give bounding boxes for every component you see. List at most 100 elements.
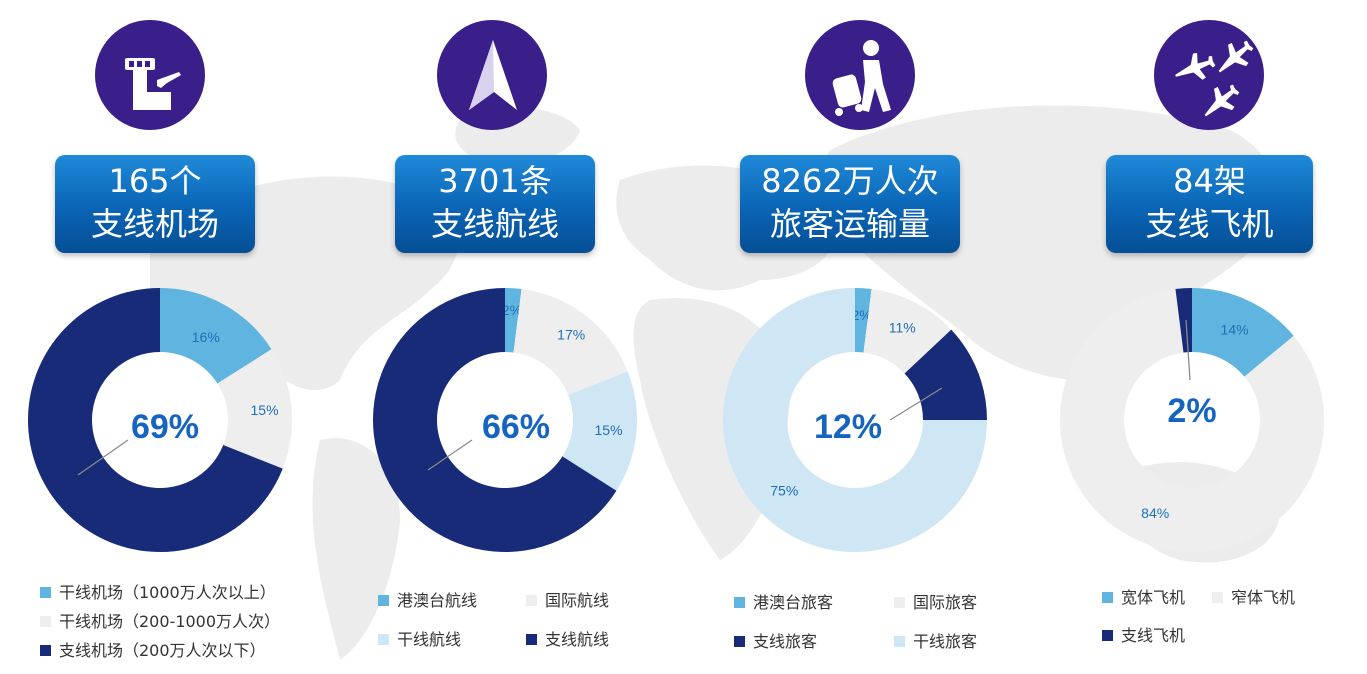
- stat-label: 支线机场: [90, 205, 219, 243]
- donut-slice: [723, 288, 987, 552]
- donut-slice: [855, 288, 872, 353]
- donut-slice: [513, 289, 628, 395]
- leader-line: [1185, 319, 1191, 381]
- legend-item: 宽体飞机: [1102, 587, 1185, 609]
- legend-label: 支线飞机: [1121, 626, 1186, 645]
- legend-item: 干线航线: [378, 629, 461, 651]
- airplanes-icon: [1175, 40, 1254, 117]
- slice-label: 11%: [889, 319, 916, 335]
- legend-label: 干线机场（200-1000万人次）: [59, 612, 281, 631]
- donut-slice: [373, 288, 617, 552]
- slice-label: 15%: [595, 422, 623, 438]
- donut-chart: 2% 11% 75% 12%: [723, 288, 987, 552]
- legend-swatch: [1102, 592, 1113, 603]
- donut-slice: [562, 371, 637, 491]
- stat-value: 8262万人次: [761, 162, 939, 200]
- navigation-arrow-icon-circle: [437, 20, 547, 130]
- legend-label: 干线航线: [397, 630, 462, 649]
- legend-swatch: [378, 595, 389, 606]
- stat-banner: 8262万人次 旅客运输量: [740, 155, 960, 253]
- stat-value: 165个: [108, 162, 202, 200]
- donut-slice: [160, 288, 272, 384]
- legend-label: 支线机场（200万人次以下）: [59, 641, 266, 660]
- slice-label: 84%: [1141, 505, 1169, 521]
- legend-swatch: [894, 597, 905, 608]
- slice-label: 75%: [770, 483, 798, 499]
- legend-swatch: [894, 636, 905, 647]
- stat-value: 84架: [1173, 162, 1246, 200]
- navigation-arrow-icon: [469, 40, 517, 110]
- legend-label: 港澳台航线: [397, 591, 478, 610]
- highlight-percentage: 12%: [814, 408, 882, 446]
- traveler-luggage-icon: [832, 40, 891, 116]
- leader-line: [427, 439, 473, 471]
- legend-label: 干线旅客: [913, 632, 978, 651]
- legend-item: 国际航线: [526, 590, 609, 612]
- donut-chart: 14% 84% 2%: [1060, 288, 1324, 552]
- legend-item: 干线机场（200-1000万人次）: [40, 611, 280, 633]
- stat-banner: 3701条 支线航线: [395, 155, 595, 253]
- legend-swatch: [1102, 630, 1113, 641]
- legend-label: 支线航线: [545, 630, 610, 649]
- legend-item: 干线机场（1000万人次以上）: [40, 582, 276, 604]
- airport-tower-icon: [125, 58, 181, 110]
- stat-value: 3701条: [438, 162, 552, 200]
- legend-label: 支线旅客: [753, 632, 818, 651]
- stat-label: 支线航线: [430, 205, 559, 243]
- legend-label: 宽体飞机: [1121, 588, 1186, 607]
- legend-swatch: [734, 597, 745, 608]
- slice-label: 17%: [557, 327, 585, 343]
- highlight-percentage: 69%: [131, 408, 199, 446]
- donut-slice: [904, 329, 987, 420]
- legend-item: 干线旅客: [894, 631, 977, 653]
- legend-label: 国际航线: [545, 591, 610, 610]
- legend-swatch: [526, 634, 537, 645]
- legend-swatch: [40, 645, 51, 656]
- legend-swatch: [40, 616, 51, 627]
- traveler-luggage-icon-circle: [805, 20, 915, 130]
- donut-slice: [28, 288, 283, 552]
- legend-swatch: [1212, 592, 1223, 603]
- legend-label: 窄体飞机: [1231, 588, 1296, 607]
- legend-item: 港澳台航线: [378, 590, 477, 612]
- legend-item: 窄体飞机: [1212, 587, 1295, 609]
- airplanes-icon-circle: [1154, 20, 1264, 130]
- stat-banner: 84架 支线飞机: [1106, 155, 1313, 253]
- slice-label: 16%: [192, 329, 220, 345]
- panel-airports: 165个 支线机场 16% 15% 69% 干线机场（1000万人次以上） 干线机场…: [0, 0, 340, 674]
- legend-label: 国际旅客: [913, 593, 978, 612]
- legend-item: 支线飞机: [1102, 625, 1185, 647]
- legend-label: 港澳台旅客: [753, 593, 834, 612]
- highlight-percentage: 66%: [482, 408, 550, 446]
- legend-item: 国际旅客: [894, 592, 977, 614]
- donut-slice: [1175, 288, 1192, 353]
- legend-item: 支线航线: [526, 629, 609, 651]
- donut-slice: [1060, 289, 1324, 552]
- legend-item: 港澳台旅客: [734, 592, 833, 614]
- donut-chart: 16% 15% 69%: [28, 288, 292, 552]
- legend-swatch: [40, 587, 51, 598]
- panel-passengers: 8262万人次 旅客运输量 2% 11% 75% 12% 港澳台旅客 国际旅客 支线旅…: [710, 0, 1010, 674]
- leader-line: [77, 439, 129, 476]
- slice-label: 2%: [502, 302, 522, 318]
- stat-label: 旅客运输量: [769, 205, 930, 243]
- leader-line: [889, 387, 943, 421]
- stat-label: 支线飞机: [1145, 205, 1274, 243]
- legend-swatch: [378, 634, 389, 645]
- panel-routes: 3701条 支线航线 2% 17% 15% 66% 港澳台航线 国际航线 干线航线 支…: [340, 0, 680, 674]
- donut-slice: [863, 289, 952, 374]
- legend-item: 支线旅客: [734, 631, 817, 653]
- highlight-percentage: 2%: [1167, 392, 1216, 430]
- legend-swatch: [526, 595, 537, 606]
- slice-label: 14%: [1221, 322, 1249, 338]
- slice-label: 15%: [251, 402, 279, 418]
- panel-aircraft: 84架 支线飞机 14% 84% 2% 宽体飞机 窄体飞机 支线飞机: [1040, 0, 1367, 674]
- donut-slice: [505, 288, 522, 353]
- slice-label: 2%: [851, 307, 871, 323]
- donut-slice: [217, 349, 292, 469]
- legend-label: 干线机场（1000万人次以上）: [59, 583, 276, 602]
- airport-tower-icon-circle: [95, 20, 205, 130]
- stat-banner: 165个 支线机场: [55, 155, 255, 253]
- legend-item: 支线机场（200万人次以下）: [40, 640, 266, 662]
- donut-slice: [1192, 288, 1294, 377]
